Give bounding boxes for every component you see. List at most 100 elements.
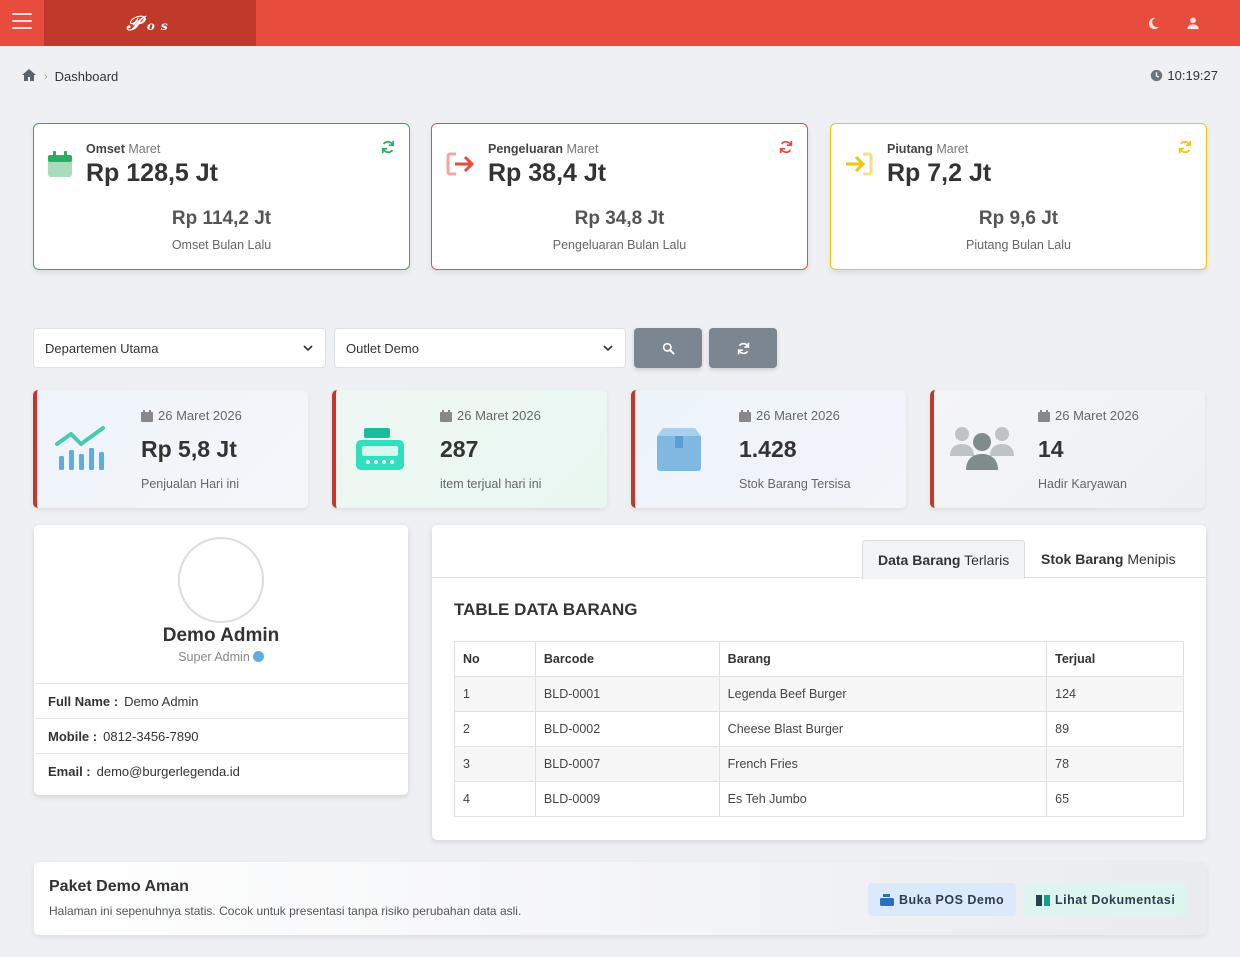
- table-cell: 89: [1046, 711, 1184, 747]
- summary-label: Pengeluaran Maret: [488, 142, 599, 156]
- previous-label: Piutang Bulan Lalu: [966, 238, 1071, 252]
- breadcrumb: › Dashboard: [21, 68, 118, 85]
- calendar-icon: [739, 409, 751, 422]
- previous-value: Rp 9,6 Jt: [978, 208, 1059, 229]
- clock-time: 10:19:27: [1167, 68, 1218, 83]
- user-profile-icon[interactable]: [1183, 13, 1203, 33]
- profile-role: Super Admin: [34, 650, 408, 664]
- app-logo[interactable]: 𝒫os: [44, 0, 256, 46]
- avatar[interactable]: [178, 537, 264, 623]
- table-cell: 78: [1046, 746, 1184, 782]
- breadcrumb-separator-icon: ›: [44, 70, 48, 83]
- home-icon[interactable]: [21, 68, 37, 85]
- previous-label: Omset Bulan Lalu: [171, 238, 272, 252]
- tab-data-barang-terlaris[interactable]: Data Barang Terlaris: [862, 540, 1026, 579]
- table-cell: Es Teh Jumbo: [718, 781, 1048, 817]
- profile-row-mobile: Mobile :0812-3456-7890: [34, 718, 408, 753]
- search-button[interactable]: [634, 328, 702, 368]
- profile-name: Demo Admin: [162, 625, 280, 646]
- clock-icon: [1151, 69, 1163, 82]
- stat-card-penjualan: 26 Maret 2026 Rp 5,8 Jt Penjualan Hari i…: [33, 390, 308, 508]
- tab-stok-barang-menipis[interactable]: Stok Barang Menipis: [1041, 551, 1176, 567]
- departemen-select[interactable]: Departemen Utama: [33, 328, 326, 368]
- stat-label: item terjual hari ini: [440, 477, 542, 491]
- stat-label: Hadir Karyawan: [1038, 477, 1127, 491]
- stat-value: 14: [1038, 436, 1064, 462]
- summary-value: Rp 38,4 Jt: [488, 159, 607, 187]
- stat-label: Penjualan Hari ini: [141, 477, 239, 491]
- summary-card-omset: Omset Maret Rp 128,5 Jt Rp 114,2 Jt Omse…: [33, 123, 410, 270]
- outlet-select[interactable]: Outlet Demo: [334, 328, 626, 368]
- refresh-icon[interactable]: [779, 140, 793, 154]
- table-header-row: No Barcode Barang Terjual: [454, 641, 1184, 677]
- previous-value: Rp 34,8 Jt: [574, 208, 665, 229]
- verified-icon: [252, 651, 264, 662]
- table-row[interactable]: 2 BLD-0002 Cheese Blast Burger 89: [454, 711, 1184, 747]
- stat-card-stok: 26 Maret 2026 1.428 Stok Barang Tersisa: [631, 390, 906, 508]
- banner-title: Paket Demo Aman: [49, 878, 189, 895]
- table-cell: Legenda Beef Burger: [718, 676, 1048, 712]
- calendar-icon: [48, 151, 74, 177]
- data-barang-table: No Barcode Barang Terjual 1 BLD-0001 Leg…: [454, 641, 1184, 817]
- table-cell: 2: [454, 711, 536, 747]
- column-header[interactable]: No: [454, 641, 536, 677]
- table-cell: BLD-0009: [534, 781, 720, 817]
- cash-register-icon: [352, 422, 408, 478]
- departemen-select-value: Departemen Utama: [45, 341, 159, 356]
- banner-subtitle: Halaman ini sepenuhnya statis. Cocok unt…: [49, 904, 522, 918]
- stat-date: 26 Maret 2026: [1038, 408, 1139, 423]
- calendar-icon: [1038, 409, 1050, 422]
- breadcrumb-current: Dashboard: [54, 69, 119, 84]
- table-row[interactable]: 1 BLD-0001 Legenda Beef Burger 124: [454, 676, 1184, 712]
- summary-value: Rp 7,2 Jt: [887, 159, 992, 187]
- profile-row-fullname: Full Name : Demo Admin: [34, 683, 408, 718]
- view-documentation-button[interactable]: Lihat Dokumentasi: [1024, 883, 1188, 916]
- sign-in-arrow-icon: [845, 151, 873, 177]
- box-icon: [651, 422, 707, 478]
- stat-value: 1.428: [739, 436, 797, 462]
- table-cell: BLD-0002: [534, 711, 720, 747]
- stat-date: 26 Maret 2026: [739, 408, 840, 423]
- summary-label: Piutang Maret: [887, 142, 969, 156]
- stat-card-karyawan: 26 Maret 2026 14 Hadir Karyawan: [930, 390, 1205, 508]
- table-row[interactable]: 4 BLD-0009 Es Teh Jumbo 65: [454, 781, 1184, 817]
- column-header[interactable]: Barcode: [534, 641, 720, 677]
- table-cell: 65: [1046, 781, 1184, 817]
- column-header[interactable]: Barang: [718, 641, 1048, 677]
- logo-text: 𝒫os: [126, 11, 174, 35]
- summary-label: Omset Maret: [86, 142, 161, 156]
- stat-value: Rp 5,8 Jt: [141, 436, 237, 462]
- previous-value: Rp 114,2 Jt: [171, 208, 272, 229]
- outlet-select-value: Outlet Demo: [346, 341, 419, 356]
- search-icon: [662, 342, 675, 355]
- data-barang-panel: Data Barang Terlaris Stok Barang Menipis…: [432, 525, 1206, 840]
- chart-icon: [53, 422, 109, 478]
- chevron-down-icon: [603, 345, 613, 352]
- demo-package-banner: Paket Demo Aman Halaman ini sepenuhnya s…: [34, 862, 1206, 935]
- profile-card: Demo Admin Super Admin Full Name : Demo A…: [34, 525, 408, 795]
- dark-mode-moon-icon[interactable]: [1143, 13, 1163, 33]
- refresh-icon[interactable]: [1178, 140, 1192, 154]
- table-cell: French Fries: [718, 746, 1048, 782]
- users-icon: [950, 422, 1014, 478]
- open-pos-demo-button[interactable]: Buka POS Demo: [868, 883, 1017, 916]
- refresh-icon[interactable]: [381, 140, 395, 154]
- table-cell: 4: [454, 781, 536, 817]
- table-cell: Cheese Blast Burger: [718, 711, 1048, 747]
- table-cell: BLD-0007: [534, 746, 720, 782]
- stat-card-item-terjual: 26 Maret 2026 287 item terjual hari ini: [332, 390, 607, 508]
- reset-button[interactable]: [709, 328, 777, 368]
- hamburger-menu-icon[interactable]: [12, 13, 32, 31]
- clock: 10:19:27: [1150, 68, 1218, 83]
- column-header[interactable]: Terjual: [1046, 641, 1184, 677]
- table-row[interactable]: 3 BLD-0007 French Fries 78: [454, 746, 1184, 782]
- chevron-down-icon: [303, 345, 313, 352]
- refresh-icon: [737, 342, 749, 354]
- book-icon: [1036, 894, 1050, 906]
- table-cell: 124: [1046, 676, 1184, 712]
- sign-out-arrow-icon: [446, 151, 475, 177]
- tab-bar: Data Barang Terlaris Stok Barang Menipis: [432, 540, 1206, 579]
- summary-card-pengeluaran: Pengeluaran Maret Rp 38,4 Jt Rp 34,8 Jt …: [431, 123, 808, 270]
- table-cell: BLD-0001: [534, 676, 720, 712]
- calendar-icon: [141, 409, 153, 422]
